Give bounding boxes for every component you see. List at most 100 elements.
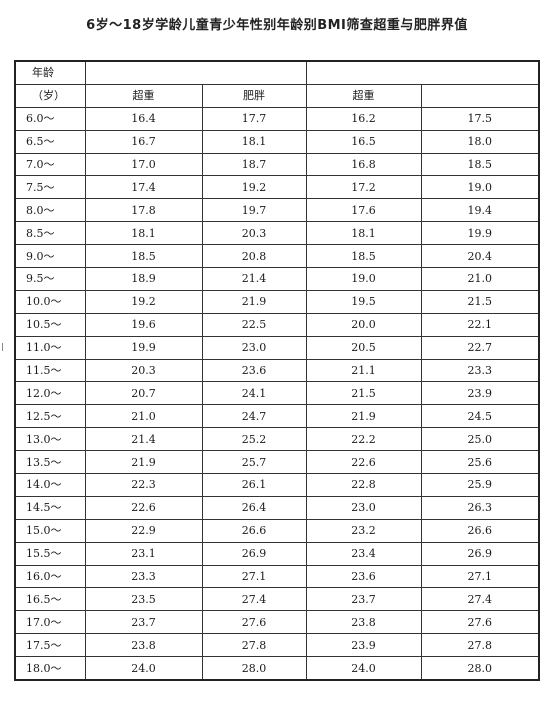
overweight-value-1: 17.4: [84, 175, 203, 200]
age-cell: 6.0～: [14, 106, 86, 131]
table-row: 10.5～ 19.6 22.5 20.0 22.1: [14, 312, 540, 337]
obesity-value-1: 28.0: [201, 656, 307, 682]
age-cell: 14.5～: [14, 495, 86, 520]
obesity-value-2: 23.9: [420, 381, 540, 406]
age-cell: 9.5～: [14, 267, 86, 291]
overweight-value-1: 22.9: [84, 518, 203, 543]
obesity-value-1: 23.6: [201, 358, 307, 383]
age-cell: 8.0～: [14, 198, 86, 223]
overweight-value-1: 17.8: [84, 198, 203, 223]
scan-mark: [2, 343, 6, 351]
age-cell: 6.5～: [14, 129, 86, 154]
overweight-value-1: 22.6: [84, 495, 203, 520]
obesity-value-1: 27.8: [201, 633, 307, 658]
overweight-value-1: 16.4: [84, 106, 203, 131]
age-cell: 13.0～: [14, 427, 86, 452]
age-cell: 11.5～: [14, 358, 86, 383]
table-row: 13.5～ 21.9 25.7 22.6 25.6: [14, 450, 540, 475]
overweight-value-2: 17.6: [305, 198, 422, 223]
table-row: 8.0～ 17.8 19.7 17.6 19.4: [14, 198, 540, 223]
age-cell: 12.0～: [14, 381, 86, 406]
overweight-value-1: 16.7: [84, 129, 203, 154]
overweight-value-2: 24.0: [305, 656, 422, 682]
overweight-value-1: 23.8: [84, 633, 203, 658]
obesity-value-1: 25.2: [201, 427, 307, 452]
table-row: 9.5～ 18.9 21.4 19.0 21.0: [14, 267, 540, 291]
overweight-value-1: 22.3: [84, 473, 203, 497]
obesity-value-1: 23.0: [201, 335, 307, 360]
age-cell: 13.5～: [14, 450, 86, 475]
obesity-value-1: 25.7: [201, 450, 307, 475]
obesity-value-1: 21.4: [201, 267, 307, 291]
obesity-value-2: 25.6: [420, 450, 540, 475]
overweight-value-2: 21.5: [305, 381, 422, 406]
obesity-value-2: 28.0: [420, 656, 540, 682]
overweight-value-2: 19.0: [305, 267, 422, 291]
overweight-value-2: 21.9: [305, 404, 422, 429]
obesity-value-2: 26.6: [420, 518, 540, 543]
obesity-value-1: 26.1: [201, 473, 307, 497]
obesity-value-1: 20.3: [201, 221, 307, 246]
obesity-value-2: 18.0: [420, 129, 540, 154]
col-header-obesity-1: 肥胖: [201, 83, 307, 108]
obesity-value-1: 18.1: [201, 129, 307, 154]
overweight-value-2: 17.2: [305, 175, 422, 200]
age-cell: 16.5～: [14, 587, 86, 612]
table-row: 16.5～ 23.5 27.4 23.7 27.4: [14, 587, 540, 612]
obesity-value-1: 27.4: [201, 587, 307, 612]
overweight-value-2: 23.6: [305, 564, 422, 589]
obesity-value-2: 19.9: [420, 221, 540, 246]
overweight-value-2: 22.6: [305, 450, 422, 475]
age-cell: 7.0～: [14, 152, 86, 177]
age-header-label: 年龄: [14, 59, 86, 85]
obesity-value-1: 27.6: [201, 610, 307, 635]
overweight-value-1: 18.1: [84, 221, 203, 246]
table-row: 17.0～ 23.7 27.6 23.8 27.6: [14, 610, 540, 635]
header-row-group: 年龄: [14, 59, 540, 85]
table-row: 9.0～ 18.5 20.8 18.5 20.4: [14, 244, 540, 269]
obesity-value-1: 26.9: [201, 541, 307, 566]
table-row: 10.0～ 19.2 21.9 19.5 21.5: [14, 289, 540, 314]
obesity-value-2: 19.0: [420, 175, 540, 200]
overweight-value-2: 16.8: [305, 152, 422, 177]
age-cell: 10.5～: [14, 312, 86, 337]
obesity-value-2: 24.5: [420, 404, 540, 429]
col-header-obesity-2: [420, 83, 540, 108]
obesity-value-2: 26.9: [420, 541, 540, 566]
overweight-value-1: 23.7: [84, 610, 203, 635]
overweight-value-2: 18.1: [305, 221, 422, 246]
age-cell: 10.0～: [14, 289, 86, 314]
obesity-value-2: 21.0: [420, 267, 540, 291]
overweight-value-2: 21.1: [305, 358, 422, 383]
table-row: 7.5～ 17.4 19.2 17.2 19.0: [14, 175, 540, 200]
obesity-value-2: 27.4: [420, 587, 540, 612]
table-row: 8.5～ 18.1 20.3 18.1 19.9: [14, 221, 540, 246]
overweight-value-2: 23.8: [305, 610, 422, 635]
age-cell: 7.5～: [14, 175, 86, 200]
overweight-value-1: 17.0: [84, 152, 203, 177]
overweight-value-1: 21.9: [84, 450, 203, 475]
overweight-value-1: 19.9: [84, 335, 203, 360]
obesity-value-2: 27.8: [420, 633, 540, 658]
group-header-2: [305, 59, 540, 85]
obesity-value-2: 18.5: [420, 152, 540, 177]
col-header-overweight-2: 超重: [305, 83, 422, 108]
table-row: 12.5～ 21.0 24.7 21.9 24.5: [14, 404, 540, 429]
table-row: 6.5～ 16.7 18.1 16.5 18.0: [14, 129, 540, 154]
overweight-value-1: 19.2: [84, 289, 203, 314]
table-body: 年龄 （岁） 超重 肥胖 超重 6.0～ 16.4 17.7 16.2 17.5 6.5～…: [14, 59, 540, 682]
overweight-value-1: 18.9: [84, 267, 203, 291]
obesity-value-2: 25.0: [420, 427, 540, 452]
table-row: 14.5～ 22.6 26.4 23.0 26.3: [14, 495, 540, 520]
obesity-value-2: 17.5: [420, 106, 540, 131]
overweight-value-1: 23.3: [84, 564, 203, 589]
obesity-value-2: 27.6: [420, 610, 540, 635]
obesity-value-1: 21.9: [201, 289, 307, 314]
overweight-value-1: 21.0: [84, 404, 203, 429]
overweight-value-2: 23.0: [305, 495, 422, 520]
obesity-value-1: 18.7: [201, 152, 307, 177]
obesity-value-1: 19.2: [201, 175, 307, 200]
overweight-value-2: 23.2: [305, 518, 422, 543]
table-row: 11.5～ 20.3 23.6 21.1 23.3: [14, 358, 540, 383]
obesity-value-1: 24.1: [201, 381, 307, 406]
